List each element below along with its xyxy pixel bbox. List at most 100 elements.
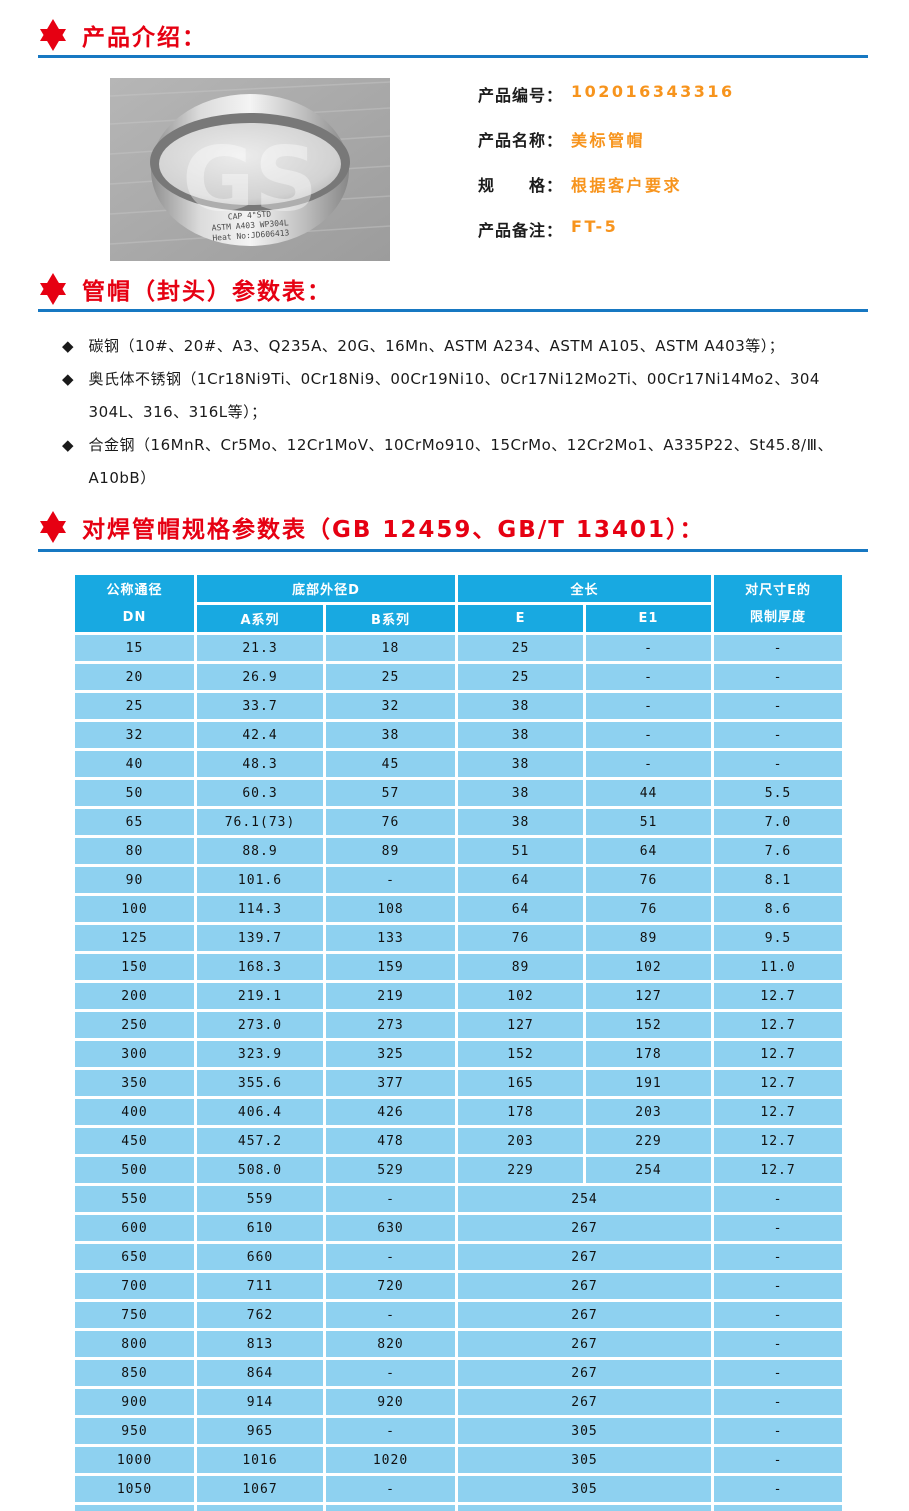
table-cell: 12.7 — [711, 1125, 846, 1157]
table-cell: 32 — [72, 719, 197, 751]
table-cell: 750 — [72, 1299, 197, 1331]
table-cell: 229 — [583, 1125, 715, 1157]
table-row: 20 26.9 25 25- - — [72, 661, 846, 693]
table-cell: 377 — [322, 1067, 459, 1099]
table-cell: 650 — [72, 1241, 197, 1273]
table-cell: - — [583, 661, 715, 693]
table-cell: 529 — [322, 1154, 459, 1186]
product-field-name: 产品名称： 美标管帽 — [478, 127, 735, 172]
cap-marking-line: CAP 4"STD — [228, 210, 272, 222]
table-cell: 38 — [455, 690, 587, 722]
table-cell: 25 — [72, 690, 197, 722]
table-cell: 610 — [194, 1212, 326, 1244]
table-cell: 406.4 — [194, 1096, 326, 1128]
table-cell: - — [711, 1386, 846, 1418]
table-cell: 267 — [455, 1241, 715, 1273]
pipe-cap — [150, 94, 350, 246]
table-cell: 101.6 — [194, 864, 326, 896]
table-cell: 343 — [455, 1502, 715, 1511]
table-cell: 64 — [455, 864, 587, 896]
table-cell: 254 — [583, 1154, 715, 1186]
product-field-note: 产品备注： FT-5 — [478, 217, 735, 262]
table-cell: - — [322, 1415, 459, 1447]
table-cell: 325 — [322, 1038, 459, 1070]
table-cell: 914 — [194, 1386, 326, 1418]
table-cell: 762 — [194, 1299, 326, 1331]
table-cell: 700 — [72, 1270, 197, 1302]
field-value: 根据客户要求 — [571, 176, 683, 195]
table-cell: 12.7 — [711, 1067, 846, 1099]
table-cell: 9.5 — [711, 922, 846, 954]
table-cell: 178 — [455, 1096, 587, 1128]
table-cell: 267 — [455, 1212, 715, 1244]
table-cell: 1020 — [322, 1444, 459, 1476]
table-row: 200 219.1 219 102 127 12.7 — [72, 980, 846, 1012]
table-cell: 426 — [322, 1096, 459, 1128]
table-cell: 65 — [72, 806, 197, 838]
table-cell: 250 — [72, 1009, 197, 1041]
table-cell: - — [711, 1415, 846, 1447]
table-cell: - — [711, 632, 846, 664]
table-cell: 267 — [455, 1299, 715, 1331]
table-cell: 720 — [322, 1270, 459, 1302]
table-row: 400 406.4 426 178 203 12.7 — [72, 1096, 846, 1128]
table-cell: 44 — [583, 777, 715, 809]
table-cell: 76.1(73) — [194, 806, 326, 838]
table-row: 32 42.4 38 38- - — [72, 719, 846, 751]
table-cell: 38 — [455, 806, 587, 838]
field-label: 产品编号： — [478, 86, 564, 105]
table-row: 300 323.9 325 152 178 12.7 — [72, 1038, 846, 1070]
table-cell: 89 — [455, 951, 587, 983]
header-dn: 公称通径 DN — [72, 572, 197, 635]
table-cell: 7.6 — [711, 835, 846, 867]
table-cell: - — [711, 1473, 846, 1505]
table-row: 15 21.3 18 25- - — [72, 632, 846, 664]
table-cell: - — [322, 1357, 459, 1389]
table-cell: 323.9 — [194, 1038, 326, 1070]
table-cell: 12.7 — [711, 1154, 846, 1186]
table-cell: 950 — [72, 1415, 197, 1447]
table-cell: 165 — [455, 1067, 587, 1099]
table-cell: 60.3 — [194, 777, 326, 809]
table-cell: 965 — [194, 1415, 326, 1447]
table-cell: - — [711, 1328, 846, 1360]
table-row: 350 355.6 377 165 191 12.7 — [72, 1067, 846, 1099]
table-cell: 11.0 — [711, 951, 846, 983]
table-cell: 305 — [455, 1473, 715, 1505]
table-cell: 305 — [455, 1415, 715, 1447]
table-cell: 711 — [194, 1270, 326, 1302]
cap-markings: CAP 4"STD ASTM A403 WP304L Heat No:JD606… — [211, 210, 289, 243]
header-thickness: 对尺寸E的 限制厚度 — [711, 572, 846, 635]
field-label: 产品备注： — [478, 221, 564, 240]
field-value: FT-5 — [571, 217, 619, 236]
product-field-spec: 规 格： 根据客户要求 — [478, 172, 735, 217]
table-cell: - — [322, 1241, 459, 1273]
table-row: 1000 1016 1020 305- — [72, 1444, 846, 1476]
table-row: 450 457.2 478 203 229 12.7 — [72, 1125, 846, 1157]
section-title-spec: 对焊管帽规格参数表（GB 12459、GB/T 13401）： — [38, 510, 704, 544]
table-cell: - — [711, 1444, 846, 1476]
table-cell: 1050 — [72, 1473, 197, 1505]
table-cell: 89 — [583, 922, 715, 954]
table-cell: 191 — [583, 1067, 715, 1099]
field-value: 102016343316 — [571, 82, 735, 101]
table-row: 900 914 920 267- — [72, 1386, 846, 1418]
field-value: 美标管帽 — [571, 131, 646, 150]
diamond-icon: ◆ — [62, 337, 74, 355]
table-cell: 38 — [455, 748, 587, 780]
table-cell: 152 — [455, 1038, 587, 1070]
table-row: 550 559-254- — [72, 1183, 846, 1215]
table-cell: 51 — [455, 835, 587, 867]
field-label: 产品名称： — [478, 131, 564, 150]
diamond-icon: ◆ — [62, 436, 74, 454]
table-row: 90 101.6-64 76 8.1 — [72, 864, 846, 896]
table-cell: 42.4 — [194, 719, 326, 751]
table-cell: 152 — [583, 1009, 715, 1041]
table-cell: 25 — [455, 661, 587, 693]
table-cell: 864 — [194, 1357, 326, 1389]
table-cell: 900 — [72, 1386, 197, 1418]
table-cell: 1016 — [194, 1444, 326, 1476]
steel-bullet-text: 合金钢（16MnR、Cr5Mo、12Cr1MoV、10CrMo910、15CrM… — [88, 436, 833, 487]
photo-watermark: GS — [182, 128, 318, 231]
